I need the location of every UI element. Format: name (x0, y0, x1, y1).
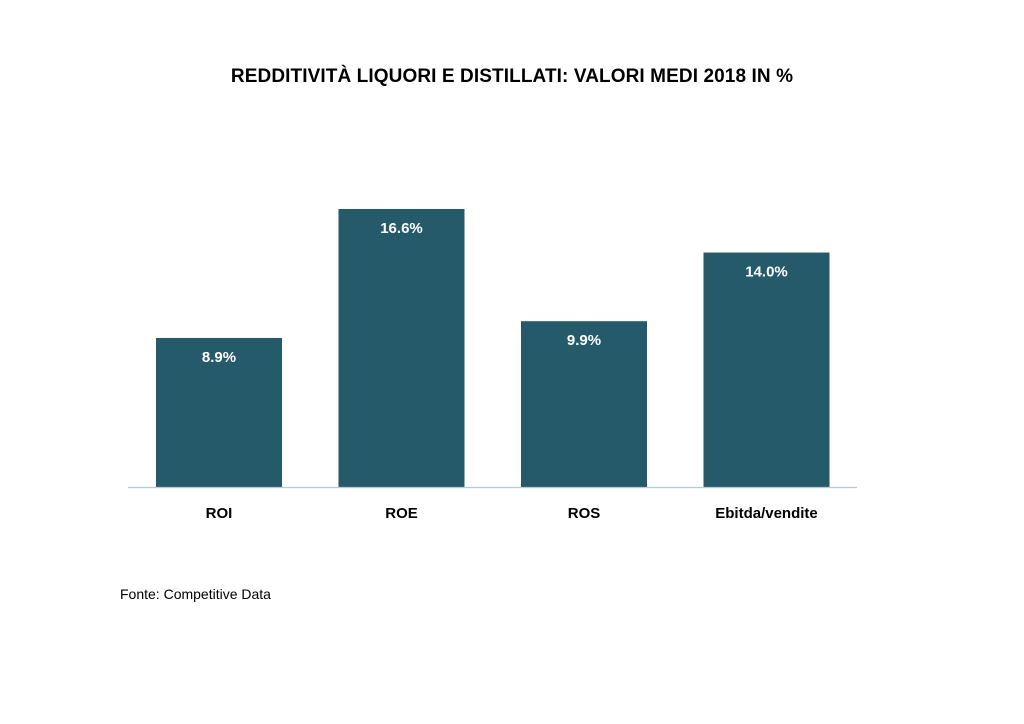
data-label: 8.9% (202, 349, 236, 366)
bar-ebitda-vendite (703, 252, 830, 487)
category-label: ROI (206, 505, 233, 522)
bar-roe (338, 209, 465, 487)
bars-layer (156, 209, 830, 487)
data-label: 9.9% (567, 332, 601, 349)
category-label: ROS (568, 505, 601, 522)
labels-layer: 8.9% ROI 16.6% ROE 9.9% ROS 14.0% Ebitda/vendit… (202, 220, 818, 522)
source-note: Fonte: Competitive Data (120, 586, 271, 602)
category-label: Ebitda/vendite (715, 505, 818, 522)
category-label: ROE (385, 505, 418, 522)
data-label: 16.6% (380, 220, 423, 237)
bar-ros (521, 321, 647, 487)
bar-roi (156, 337, 282, 487)
chart-title: REDDITIVITÀ LIQUORI E DISTILLATI: VALORI… (230, 66, 794, 87)
data-label: 14.0% (745, 264, 788, 281)
